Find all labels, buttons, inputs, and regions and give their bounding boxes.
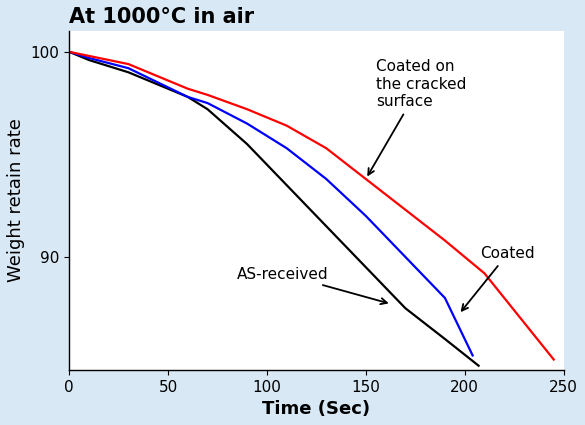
Text: At 1000°C in air: At 1000°C in air: [69, 7, 254, 27]
Text: Coated on
the cracked
surface: Coated on the cracked surface: [368, 60, 466, 175]
Y-axis label: Weight retain rate: Weight retain rate: [7, 119, 25, 283]
X-axis label: Time (Sec): Time (Sec): [262, 400, 370, 418]
Text: AS-received: AS-received: [238, 266, 387, 304]
Text: Coated: Coated: [462, 246, 535, 311]
